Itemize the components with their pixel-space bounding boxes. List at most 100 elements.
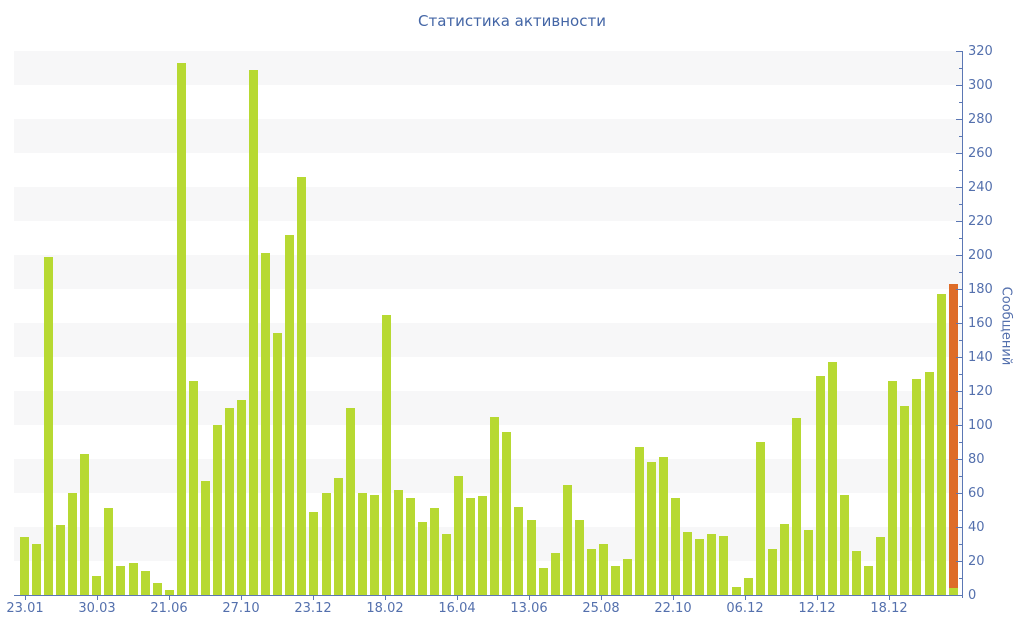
bar	[140, 571, 150, 595]
bar	[321, 493, 331, 595]
y-tick-label: 60	[968, 486, 985, 501]
bar	[32, 544, 42, 595]
x-tick-label: 30.03	[78, 601, 116, 616]
y-tick-label: 40	[968, 520, 985, 535]
y-minor-tick	[959, 204, 962, 205]
x-axis-line	[14, 595, 963, 596]
bar	[44, 256, 54, 595]
y-minor-tick	[959, 136, 962, 137]
y-major-tick	[956, 425, 962, 426]
bar	[176, 62, 186, 595]
x-tick	[529, 596, 530, 600]
grid-band	[14, 459, 962, 493]
bar	[502, 431, 512, 595]
bar	[333, 477, 343, 595]
x-tick-label: 18.02	[366, 601, 404, 616]
x-tick-label: 12.12	[798, 601, 836, 616]
y-major-tick	[956, 493, 962, 494]
bar	[574, 520, 584, 595]
x-tick-label: 25.08	[582, 601, 620, 616]
y-minor-tick	[959, 238, 962, 239]
grid-band	[14, 51, 962, 85]
y-major-tick	[956, 119, 962, 120]
grid-band	[14, 119, 962, 153]
bar	[779, 523, 789, 595]
x-tick	[889, 596, 890, 600]
bar-last-orange	[948, 283, 958, 589]
bar	[405, 498, 415, 595]
bar	[767, 549, 777, 595]
bar	[225, 408, 235, 595]
bar	[478, 496, 488, 595]
x-tick-label: 22.10	[654, 601, 692, 616]
y-major-tick	[956, 391, 962, 392]
y-tick-label: 120	[968, 384, 993, 399]
y-tick-label: 300	[968, 78, 993, 93]
y-minor-tick	[959, 170, 962, 171]
y-tick-label: 320	[968, 44, 993, 59]
y-tick-label: 140	[968, 350, 993, 365]
x-tick	[601, 596, 602, 600]
x-tick	[169, 596, 170, 600]
bar-last-green-base	[948, 588, 958, 595]
y-minor-tick	[959, 306, 962, 307]
x-tick	[673, 596, 674, 600]
bar	[68, 493, 78, 595]
y-minor-tick	[959, 544, 962, 545]
chart-title: Статистика активности	[418, 12, 606, 30]
bar	[393, 489, 403, 595]
x-tick-label: 16.04	[438, 601, 476, 616]
bar	[285, 234, 295, 595]
x-tick	[313, 596, 314, 600]
bar	[237, 399, 247, 595]
bar	[56, 525, 66, 595]
x-tick	[25, 596, 26, 600]
bar	[755, 442, 765, 595]
bar	[936, 294, 946, 595]
y-minor-tick	[959, 578, 962, 579]
bar	[381, 314, 391, 595]
bar	[116, 566, 126, 595]
y-tick-label: 200	[968, 248, 993, 263]
bar	[610, 566, 620, 595]
y-tick-label: 20	[968, 554, 985, 569]
y-tick-label: 100	[968, 418, 993, 433]
x-tick-label: 13.06	[510, 601, 548, 616]
bar	[538, 567, 548, 595]
y-major-tick	[956, 85, 962, 86]
bar	[852, 550, 862, 595]
x-tick	[457, 596, 458, 600]
bar	[912, 379, 922, 595]
bar	[815, 375, 825, 595]
x-tick-label: 23.12	[294, 601, 332, 616]
y-major-tick	[956, 459, 962, 460]
y-tick-label: 0	[968, 588, 977, 603]
bar	[695, 538, 705, 595]
y-minor-tick	[959, 272, 962, 273]
bar	[840, 494, 850, 595]
bar	[200, 481, 210, 595]
y-minor-tick	[959, 442, 962, 443]
bar	[743, 578, 753, 595]
bar	[707, 533, 717, 595]
y-major-tick	[956, 187, 962, 188]
bar	[562, 484, 572, 595]
y-major-tick	[956, 527, 962, 528]
y-minor-tick	[959, 374, 962, 375]
bar	[828, 362, 838, 595]
bar	[900, 406, 910, 595]
bar	[164, 589, 174, 595]
bar	[490, 416, 500, 595]
bar	[876, 537, 886, 595]
x-tick-label: 23.01	[6, 601, 44, 616]
bar	[683, 532, 693, 595]
y-minor-tick	[959, 68, 962, 69]
bar	[466, 498, 476, 595]
bar	[430, 508, 440, 595]
y-major-tick	[956, 357, 962, 358]
bar	[369, 494, 379, 595]
grid-band	[14, 323, 962, 357]
bar	[442, 533, 452, 595]
bar	[671, 498, 681, 595]
x-tick-label: 18.12	[870, 601, 908, 616]
